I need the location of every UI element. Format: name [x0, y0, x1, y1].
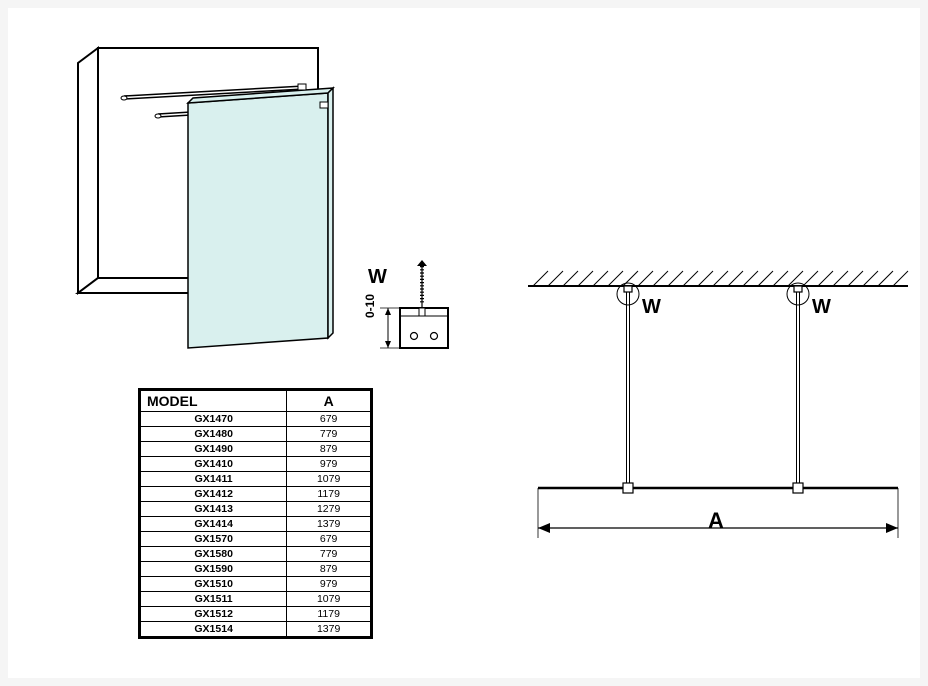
header-model: MODEL	[141, 391, 287, 412]
cell-a: 679	[287, 412, 371, 427]
table-row: GX1470679	[141, 412, 371, 427]
cell-model: GX1511	[141, 592, 287, 607]
cell-model: GX1580	[141, 547, 287, 562]
cell-a: 1379	[287, 622, 371, 637]
cell-model: GX1410	[141, 457, 287, 472]
cell-a: 679	[287, 532, 371, 547]
cell-model: GX1510	[141, 577, 287, 592]
table-header-row: MODEL A	[141, 391, 371, 412]
table-row: GX1510979	[141, 577, 371, 592]
cell-model: GX1490	[141, 442, 287, 457]
header-a: A	[287, 391, 371, 412]
cell-a: 879	[287, 442, 371, 457]
cell-model: GX1480	[141, 427, 287, 442]
table-row: GX1480779	[141, 427, 371, 442]
cell-a: 879	[287, 562, 371, 577]
table-row: GX14141379	[141, 517, 371, 532]
cell-a: 779	[287, 547, 371, 562]
cell-model: GX1413	[141, 502, 287, 517]
table-row: GX1570679	[141, 532, 371, 547]
table-row: GX1410979	[141, 457, 371, 472]
cell-a: 1079	[287, 472, 371, 487]
table-row: GX1580779	[141, 547, 371, 562]
table-row: GX15121179	[141, 607, 371, 622]
table-row: GX15111079	[141, 592, 371, 607]
table-row: GX14111079	[141, 472, 371, 487]
cell-a: 1079	[287, 592, 371, 607]
label-plan-w1: W	[642, 296, 661, 319]
model-table: MODEL A GX1470679GX1480779GX1490879GX141…	[138, 388, 373, 639]
cell-model: GX1512	[141, 607, 287, 622]
cell-a: 979	[287, 577, 371, 592]
cell-model: GX1470	[141, 412, 287, 427]
label-detail-w: W	[368, 266, 387, 289]
cell-a: 1279	[287, 502, 371, 517]
cell-model: GX1514	[141, 622, 287, 637]
cell-model: GX1590	[141, 562, 287, 577]
label-0-10: 0-10	[363, 294, 377, 318]
table-row: GX1590879	[141, 562, 371, 577]
cell-a: 779	[287, 427, 371, 442]
table-row: GX14121179	[141, 487, 371, 502]
cell-model: GX1414	[141, 517, 287, 532]
cell-a: 1179	[287, 487, 371, 502]
table-row: GX15141379	[141, 622, 371, 637]
label-plan-w2: W	[812, 296, 831, 319]
table-row: GX1490879	[141, 442, 371, 457]
iso-view	[78, 48, 333, 348]
detail-w	[380, 260, 448, 348]
cell-model: GX1412	[141, 487, 287, 502]
label-plan-a: A	[708, 508, 724, 534]
cell-model: GX1570	[141, 532, 287, 547]
plan-view	[528, 271, 908, 538]
cell-a: 1379	[287, 517, 371, 532]
table-row: GX14131279	[141, 502, 371, 517]
cell-model: GX1411	[141, 472, 287, 487]
cell-a: 1179	[287, 607, 371, 622]
cell-a: 979	[287, 457, 371, 472]
